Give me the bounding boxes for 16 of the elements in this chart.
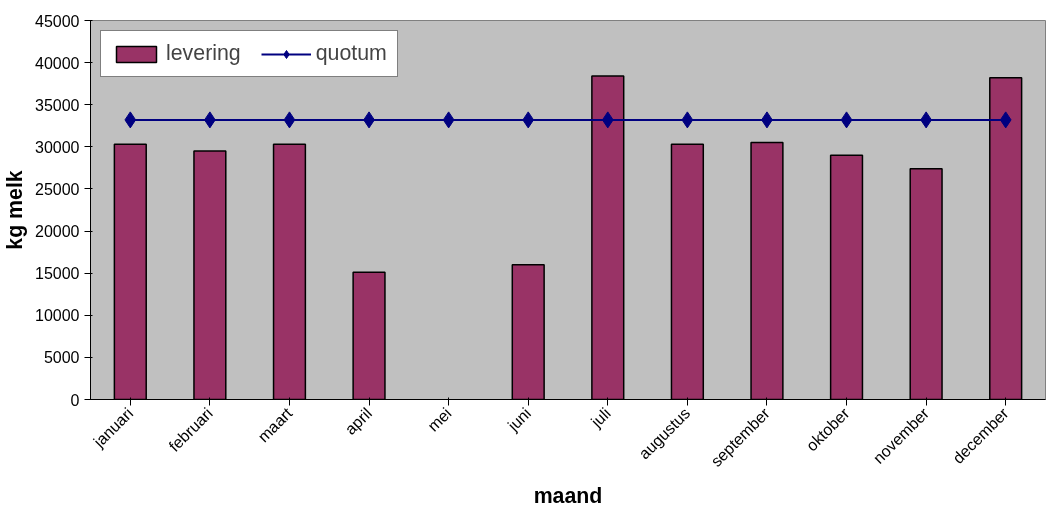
y-tick-label: 35000	[35, 96, 80, 114]
y-tick-label: 40000	[35, 54, 80, 72]
y-tick-label: 15000	[35, 265, 80, 283]
legend-label: quotum	[315, 41, 387, 66]
y-axis-title: kg melk	[3, 170, 28, 250]
legend-label: levering	[166, 41, 241, 66]
x-tick-label: juli	[587, 404, 614, 432]
y-tick-label: 30000	[35, 138, 80, 156]
x-axis-title: maand	[533, 483, 603, 508]
y-tick-label: 45000	[35, 12, 80, 30]
y-tick-label: 10000	[35, 307, 80, 325]
x-tick-label: mei	[424, 404, 455, 435]
y-tick-label: 20000	[35, 223, 80, 241]
y-tick-label: 0	[70, 391, 80, 409]
y-tick-label: 25000	[35, 180, 80, 198]
y-tick-label: 5000	[43, 349, 80, 367]
